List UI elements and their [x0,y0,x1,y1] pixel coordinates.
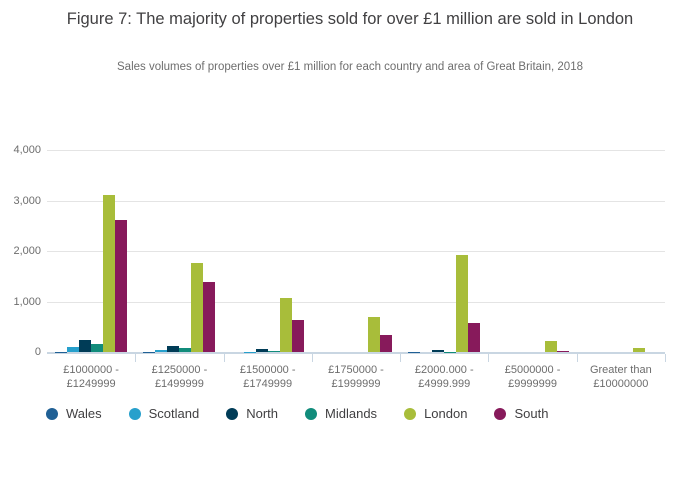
legend-item-midlands: Midlands [305,406,377,421]
bar-south [203,281,216,352]
bar-london [103,194,116,352]
x-category-label: Greater than £10000000 [589,364,652,390]
bar-south [115,220,128,352]
bar-north [167,346,180,352]
y-tick-label: 3,000 [13,194,41,207]
legend-swatch-icon [128,407,141,420]
gridline [47,301,665,303]
bar-group [488,150,576,352]
y-tick-label: 1,000 [13,295,41,308]
legend-item-wales: Wales [46,406,102,421]
plot-area [47,150,665,354]
x-axis-tick [400,354,402,362]
x-category-label: £2000.000 - £4999.999 [414,364,474,390]
legend-swatch-icon [494,407,507,420]
bar-london [367,316,380,352]
y-tick-label: 2,000 [13,245,41,257]
bar-group [135,150,223,352]
legend: Wales Scotland North Midlands London South [46,406,666,421]
legend-item-scotland: Scotland [128,406,200,421]
bar-group [47,150,135,352]
bar-london [191,262,204,352]
bar-south [468,323,481,352]
bar-scotland [243,351,256,352]
y-tick-label: 4,000 [13,144,41,156]
bar-north [432,349,445,352]
bar-group [400,150,488,352]
legend-label: Midlands [325,406,378,421]
legend-item-north: North [226,406,278,421]
x-axis-tick [488,354,490,362]
bar-midlands [267,350,280,352]
bar-london [456,255,469,352]
legend-item-london: London [404,406,467,421]
x-category-label: £1250000 - £1499999 [151,364,208,390]
legend-label: North [246,406,279,421]
x-axis-tick [135,354,137,362]
bar-wales [55,351,68,352]
bar-group [577,150,665,352]
bar-midlands [179,347,192,352]
bar-group [224,150,312,352]
bar-london [279,297,292,352]
y-tick-label: 0 [34,346,41,358]
legend-label: Scotland [148,406,200,421]
x-axis-tick [665,354,666,362]
x-axis-tick [223,354,225,362]
bar-scotland [67,346,80,352]
bar-london [544,340,557,352]
x-category-label: £5000000 - £9999999 [504,364,561,390]
x-category-label: £1500000 - £1749999 [239,364,296,390]
gridline [47,200,665,202]
gridline [47,150,665,151]
legend-item-south: South [494,406,548,421]
legend-label: Wales [66,406,102,421]
x-category-label: £1000000 - £1249999 [63,364,119,390]
legend-label: South [514,406,549,421]
bar-south [291,319,304,352]
bar-north [255,348,268,352]
bar-group [312,150,400,352]
bar-midlands [444,351,457,352]
bar-south [556,351,569,352]
chart-title: Figure 7: The majority of properties sol… [66,10,634,28]
legend-label: London [424,406,468,421]
bar-midlands [91,343,104,352]
bar-scotland [155,349,168,352]
x-category-label: £1750000 - £1999999 [328,364,384,390]
chart-subtitle: Sales volumes of properties over £1 mill… [117,61,583,73]
legend-swatch-icon [226,407,239,420]
x-axis-tick [311,354,313,362]
legend-swatch-icon [305,407,318,420]
bar-south [379,334,392,352]
legend-swatch-icon [46,407,58,420]
bar-london [632,348,645,352]
x-axis-tick [576,354,578,362]
gridline [47,251,665,252]
legend-swatch-icon [404,407,417,420]
bar-north [79,339,92,352]
